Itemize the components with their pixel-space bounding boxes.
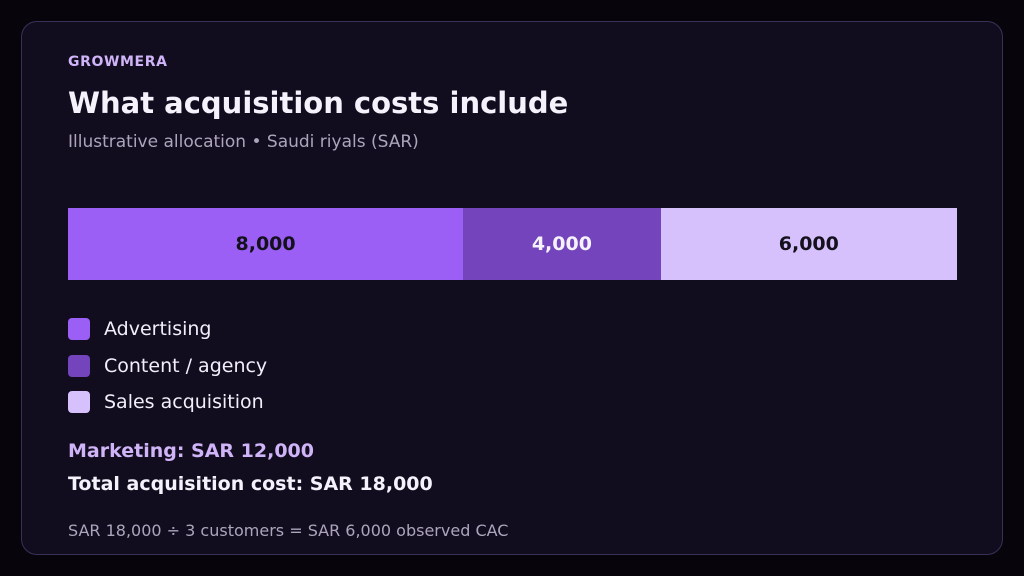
legend-label-sales-acquisition: Sales acquisition bbox=[104, 391, 264, 414]
chart-title: What acquisition costs include bbox=[68, 86, 569, 120]
chart-subtitle: Illustrative allocation • Saudi riyals (… bbox=[68, 132, 419, 152]
bar-value-label-sales-acquisition: 6,000 bbox=[778, 233, 839, 255]
legend-item-sales-acquisition: Sales acquisition bbox=[68, 384, 267, 421]
brand-label: GROWMERA bbox=[68, 54, 168, 70]
legend-swatch-sales-acquisition bbox=[68, 391, 90, 414]
marketing-total: Marketing: SAR 12,000 bbox=[68, 440, 314, 462]
bar-segment-sales-acquisition: 6,000 bbox=[660, 208, 957, 280]
legend: Advertising Content / agency Sales acqui… bbox=[68, 311, 267, 421]
bar-value-label-content-agency: 4,000 bbox=[531, 233, 592, 255]
total-acquisition-cost: Total acquisition cost: SAR 18,000 bbox=[68, 473, 433, 495]
legend-item-content-agency: Content / agency bbox=[68, 348, 267, 385]
legend-label-advertising: Advertising bbox=[104, 318, 212, 341]
cac-calculation-note: SAR 18,000 ÷ 3 customers = SAR 6,000 obs… bbox=[68, 521, 509, 540]
legend-item-advertising: Advertising bbox=[68, 311, 267, 348]
chart-card: GROWMERA What acquisition costs include … bbox=[21, 21, 1003, 555]
legend-label-content-agency: Content / agency bbox=[104, 354, 268, 377]
legend-swatch-advertising bbox=[68, 318, 90, 341]
stacked-bar: 8,000 4,000 6,000 bbox=[68, 208, 957, 280]
bar-value-label-advertising: 8,000 bbox=[235, 233, 296, 255]
bar-segment-content-agency: 4,000 bbox=[463, 208, 661, 280]
legend-swatch-content-agency bbox=[68, 354, 90, 377]
bar-segment-advertising: 8,000 bbox=[68, 208, 464, 280]
